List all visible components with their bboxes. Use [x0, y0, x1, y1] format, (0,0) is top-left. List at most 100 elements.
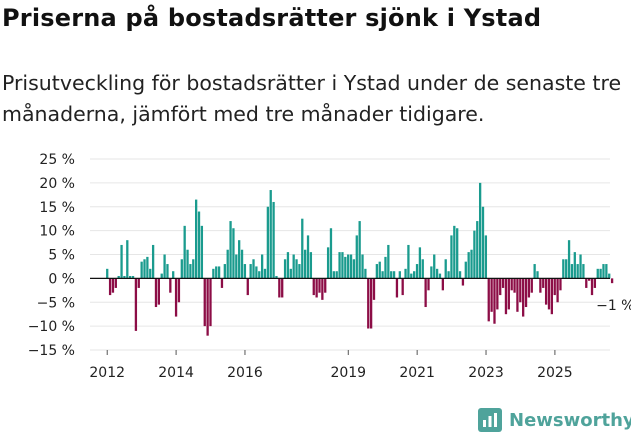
newsworthy-logo-icon [478, 408, 502, 432]
bar-positive [295, 259, 298, 279]
bar-positive [260, 254, 264, 279]
bar-positive [289, 268, 292, 279]
bar-positive [126, 240, 129, 279]
bar-negative [281, 278, 284, 298]
bar-positive [378, 261, 381, 279]
bar-positive [180, 259, 183, 279]
bar-negative [111, 278, 115, 293]
bar-positive [358, 221, 361, 279]
bar-negative [516, 278, 519, 312]
bar-positive [344, 256, 347, 279]
bar-negative [593, 278, 597, 288]
bar-negative [108, 278, 112, 296]
bar-positive [192, 259, 195, 279]
bar-positive [453, 225, 456, 279]
bar-positive [435, 268, 439, 279]
bar-negative [487, 278, 490, 322]
bar-positive [456, 228, 459, 279]
bar-negative [544, 278, 548, 305]
bar-positive [140, 261, 143, 279]
bar-negative [312, 278, 315, 296]
bar-positive [306, 235, 310, 279]
bar-positive [229, 221, 232, 279]
bar-positive [266, 206, 270, 279]
bar-negative [461, 278, 465, 286]
bar-positive [275, 275, 278, 279]
bar-positive [467, 252, 470, 279]
bar-positive [481, 206, 485, 279]
bar-positive [582, 264, 585, 279]
bar-positive [570, 264, 574, 279]
bar-positive [301, 218, 304, 279]
bar-positive [433, 254, 436, 279]
bar-positive [120, 244, 123, 279]
bar-negative [559, 278, 562, 291]
bar-negative [278, 278, 281, 298]
bar-positive [292, 254, 295, 279]
y-tick-label: 20 % [39, 176, 75, 192]
bar-positive [392, 271, 396, 279]
bar-positive [189, 264, 192, 279]
last-value-annotation: −1 % [596, 298, 631, 314]
bar-positive [286, 252, 290, 279]
bar-positive [151, 244, 155, 279]
bar-positive [226, 249, 229, 279]
bar-positive [304, 249, 307, 279]
y-tick-label: −15 % [28, 343, 75, 359]
bar-positive [352, 259, 356, 279]
bars [106, 182, 614, 336]
y-tick-label: 15 % [39, 200, 75, 216]
bar-positive [599, 268, 602, 279]
bar-negative [496, 278, 499, 310]
bar-positive [160, 273, 163, 279]
bar-positive [470, 249, 473, 279]
bar-negative [369, 278, 373, 329]
bar-positive [404, 268, 407, 279]
bar-negative [490, 278, 493, 312]
bar-positive [579, 254, 582, 279]
bar-positive [217, 266, 221, 279]
bar-negative [157, 278, 161, 305]
bar-negative [220, 278, 224, 288]
bar-negative [556, 278, 559, 303]
bar-negative [510, 278, 513, 291]
bar-positive [447, 271, 450, 279]
bar-negative [114, 278, 117, 288]
y-tick-label: 5 % [48, 248, 75, 264]
bar-negative [539, 278, 542, 293]
bar-negative [318, 278, 321, 293]
bar-positive [341, 252, 344, 279]
bar-positive [413, 271, 416, 279]
bar-positive [212, 268, 215, 279]
bar-negative [507, 278, 510, 310]
y-tick-label: 0 % [48, 271, 75, 287]
x-tick-label: 2019 [330, 365, 366, 381]
bar-positive [398, 271, 401, 279]
bar-positive [608, 273, 611, 279]
bar-negative [530, 278, 533, 293]
bar-positive [596, 268, 599, 279]
bar-positive [430, 266, 433, 279]
bar-positive [562, 259, 565, 279]
bar-positive [163, 254, 166, 279]
bar-negative [367, 278, 370, 329]
bar-negative [427, 278, 430, 291]
bar-negative [134, 278, 138, 331]
bar-positive [243, 264, 247, 279]
bar-positive [375, 264, 379, 279]
bar-positive [298, 264, 301, 279]
bar-positive [387, 244, 390, 279]
bar-positive [478, 182, 482, 279]
bar-positive [450, 235, 453, 279]
bar-positive [123, 275, 126, 279]
bar-positive [332, 271, 335, 279]
bar-negative [553, 278, 556, 296]
bar-positive [338, 252, 341, 279]
bar-positive [172, 271, 175, 279]
bar-negative [527, 278, 531, 298]
bar-positive [232, 228, 235, 279]
bar-negative [177, 278, 181, 303]
bar-positive [418, 247, 422, 279]
bar-negative [246, 278, 249, 296]
